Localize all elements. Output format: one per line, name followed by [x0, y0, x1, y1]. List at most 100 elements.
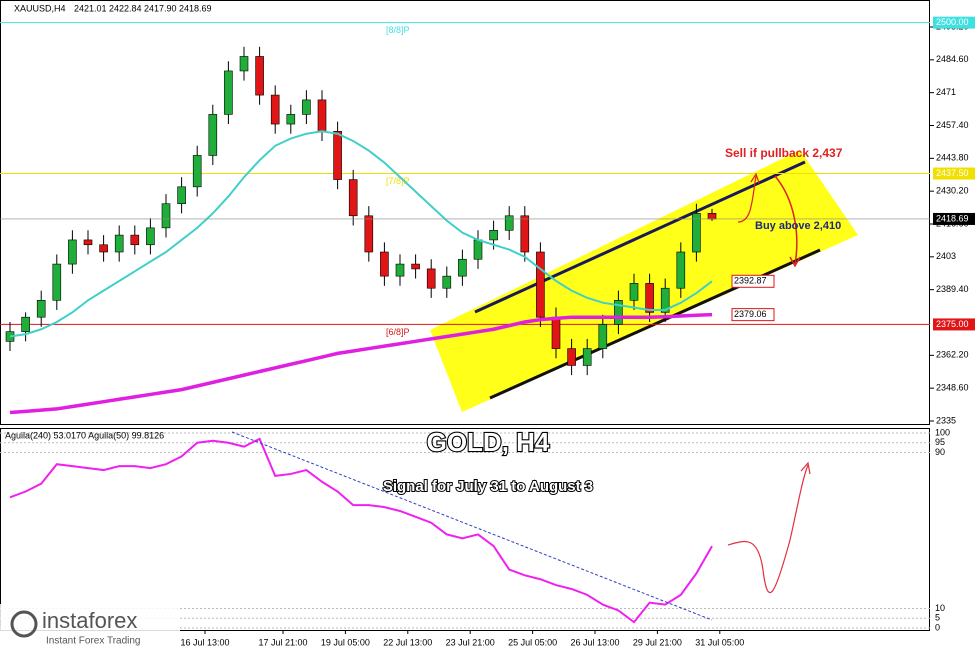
price-tag: 2392.87	[734, 276, 767, 286]
price-tag-bg	[731, 274, 775, 288]
candle-body	[520, 215, 530, 253]
forecast-curve	[727, 464, 809, 594]
channel-upper	[474, 160, 806, 314]
candle-body	[52, 263, 62, 301]
candle-body	[36, 299, 46, 318]
x-tick-label: 25 Jul 05:00	[508, 637, 557, 647]
chart-subtitle: Signal for July 31 to August 3	[383, 478, 593, 495]
candle-body	[192, 155, 202, 188]
candle-body	[239, 56, 249, 72]
candle-body	[21, 316, 30, 332]
candle-body	[614, 299, 623, 325]
main-frame	[0, 0, 930, 425]
candle-body	[364, 215, 374, 253]
up-arrow	[737, 175, 757, 223]
candle-body	[286, 114, 296, 125]
y-tick-label: 2457.40	[936, 120, 969, 130]
x-tick-label: 22 Jul 13:00	[383, 637, 432, 647]
indicator-tick-label: 100	[935, 427, 950, 437]
header-symbol: XAUUSD,H4	[14, 3, 66, 13]
y-tick-label: 2362.20	[936, 350, 969, 360]
price-tag: 2379.06	[734, 309, 767, 319]
indicator-tick-label: 90	[935, 447, 945, 457]
candle-body	[660, 287, 670, 313]
candle-body	[380, 251, 389, 277]
level-label: 2375.00	[936, 319, 969, 329]
logo-name: instaforex	[42, 608, 137, 633]
y-tick-label: 2403	[936, 251, 956, 261]
murrey-label: [7/8]P	[386, 176, 410, 186]
arrow-head	[789, 256, 801, 268]
indicator-frame	[0, 428, 930, 631]
candle-body	[395, 263, 405, 277]
candle-body	[567, 348, 576, 366]
candle-body	[676, 251, 686, 289]
header-open: 2421.01	[74, 3, 107, 13]
candle-body	[83, 239, 93, 246]
last-price-label: 2418.69	[936, 213, 969, 223]
candle-body	[317, 99, 327, 132]
candle-body	[130, 234, 140, 246]
channel-area	[430, 150, 858, 412]
x-tick-label: 26 Jul 13:00	[570, 637, 619, 647]
candle-body	[208, 114, 218, 156]
candle-body	[629, 283, 639, 301]
murrey-label: [8/8]P	[386, 25, 410, 35]
x-tick-label: 29 Jul 21:00	[633, 637, 682, 647]
header-high: 2422.84	[109, 3, 142, 13]
candle-body	[458, 258, 467, 277]
candle-body	[411, 263, 420, 270]
x-tick-label: 23 Jul 21:00	[446, 637, 495, 647]
x-tick-label: 16 Jul 13:00	[180, 637, 229, 647]
candle-body	[114, 234, 124, 253]
candle-body	[426, 268, 436, 289]
moving-average	[9, 130, 713, 338]
logo-tagline: Instant Forex Trading	[46, 636, 141, 647]
level-label: 2437.50	[936, 168, 969, 178]
moving-average	[9, 312, 713, 415]
arrow-head	[800, 461, 811, 475]
y-tick-label: 2389.40	[936, 284, 969, 294]
y-tick-label: 2348.60	[936, 383, 969, 393]
indicator-tick-label: 95	[935, 437, 945, 447]
logo-bg	[0, 604, 180, 650]
y-tick-label: 2443.80	[936, 153, 969, 163]
candle-body	[302, 99, 311, 115]
candle-body	[598, 324, 608, 349]
candle-body	[582, 348, 592, 366]
indicator-trendline	[231, 431, 713, 621]
indicator-tick-label: 0	[935, 622, 940, 632]
level-label-bg	[933, 167, 975, 180]
header-close: 2418.69	[179, 3, 212, 13]
candle-body	[707, 213, 717, 220]
y-tick-label: 2335	[936, 415, 956, 425]
y-tick-label: 2471	[936, 87, 956, 97]
candle-body	[255, 56, 264, 96]
level-label-bg	[933, 16, 975, 29]
level-label: 2500.00	[936, 17, 969, 27]
x-tick-label: 31 Jul 05:00	[695, 637, 744, 647]
candle-body	[442, 275, 452, 289]
candle-body	[333, 130, 342, 180]
candle-body	[504, 215, 514, 231]
candle-body	[177, 186, 186, 205]
candle-body	[473, 239, 483, 260]
candle-body	[224, 70, 233, 115]
header-low: 2417.90	[144, 3, 177, 13]
y-tick-label: 2484.60	[936, 54, 969, 64]
candle-body	[536, 251, 545, 318]
x-tick-label: 17 Jul 21:00	[258, 637, 307, 647]
candle-body	[146, 227, 155, 246]
indicator-tick-label: 10	[935, 603, 945, 613]
sell-note: Sell if pullback 2,437	[725, 146, 843, 160]
candle-body	[489, 229, 498, 241]
indicator-label: Aguila(240) 53.0170 Aguila(50) 99.8126	[5, 430, 164, 440]
x-tick-label: 19 Jul 05:00	[321, 637, 370, 647]
down-arrow	[774, 175, 798, 265]
candle-body	[68, 239, 77, 265]
buy-note: Buy above 2,410	[755, 220, 841, 232]
price-tag-bg	[731, 308, 775, 322]
candle-body	[270, 94, 280, 125]
